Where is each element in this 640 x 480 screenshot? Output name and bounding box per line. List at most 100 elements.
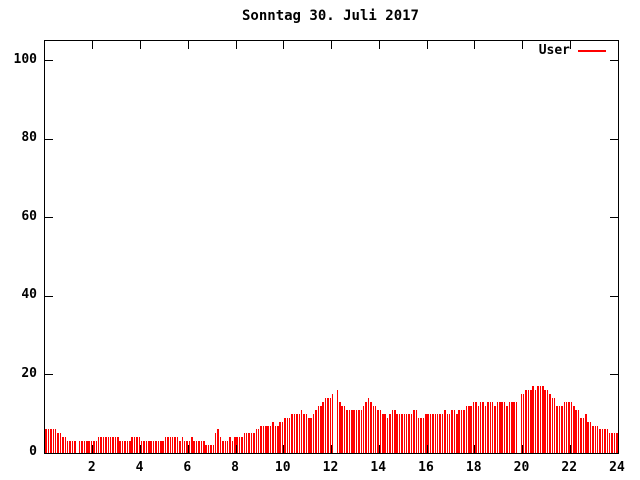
- bar: [222, 441, 224, 453]
- bar: [234, 437, 236, 453]
- bar: [279, 421, 281, 453]
- bar: [214, 433, 217, 453]
- bar: [308, 417, 310, 453]
- y-tick-mark: [45, 295, 53, 297]
- bar: [606, 429, 608, 453]
- bar: [482, 402, 484, 453]
- bar: [422, 417, 425, 453]
- bar: [592, 425, 594, 453]
- bar: [310, 417, 312, 453]
- bar: [460, 409, 463, 453]
- bar: [420, 417, 422, 453]
- bar: [124, 441, 126, 453]
- bar: [401, 413, 403, 453]
- bar: [573, 405, 575, 453]
- bar: [171, 437, 174, 453]
- x-tick-mark: [283, 41, 285, 49]
- y-tick-mark: [610, 295, 618, 297]
- bar: [145, 441, 148, 453]
- bar: [117, 437, 119, 453]
- bar: [86, 441, 88, 453]
- bar: [300, 409, 303, 453]
- bar: [551, 398, 554, 453]
- bar: [121, 441, 124, 453]
- bar: [255, 429, 258, 453]
- bar: [303, 413, 305, 453]
- y-tick-mark: [45, 217, 53, 219]
- bar: [324, 398, 327, 453]
- bar: [114, 437, 117, 453]
- y-tick-mark: [610, 60, 618, 62]
- bar: [446, 413, 449, 453]
- bar: [568, 402, 570, 453]
- bar: [484, 405, 487, 453]
- bar: [219, 437, 222, 453]
- bar: [317, 405, 320, 453]
- x-tick-mark: [426, 445, 428, 453]
- bar: [272, 421, 274, 453]
- bar: [384, 413, 386, 453]
- bar: [465, 405, 468, 453]
- bar: [203, 441, 205, 453]
- bar: [343, 405, 346, 453]
- bar: [348, 409, 351, 453]
- bar: [143, 441, 145, 453]
- bar: [527, 390, 530, 453]
- bar: [413, 409, 415, 453]
- chart-title: Sonntag 30. Juli 2017: [241, 8, 419, 24]
- y-tick-label: 0: [29, 444, 37, 459]
- bar: [322, 402, 324, 453]
- x-tick-mark: [283, 445, 285, 453]
- bar: [236, 437, 238, 453]
- bar: [250, 433, 253, 453]
- bar: [164, 437, 167, 453]
- bar: [611, 433, 613, 453]
- bar: [616, 433, 618, 453]
- bar: [522, 394, 525, 453]
- bar: [129, 441, 131, 453]
- bar: [530, 390, 532, 453]
- bar: [417, 417, 420, 453]
- bar: [162, 441, 164, 453]
- bar: [546, 390, 549, 453]
- bar: [589, 421, 592, 453]
- bar: [367, 398, 370, 453]
- bar: [136, 437, 138, 453]
- y-tick-mark: [45, 452, 53, 454]
- bar: [267, 425, 269, 453]
- bar: [604, 429, 606, 453]
- y-tick-mark: [610, 217, 618, 219]
- bar: [439, 413, 441, 453]
- bar: [97, 437, 100, 453]
- bar: [296, 413, 298, 453]
- x-tick-label: 8: [231, 460, 239, 475]
- y-tick-mark: [45, 138, 53, 140]
- bar: [563, 402, 566, 453]
- bar: [553, 398, 556, 453]
- x-tick-mark: [474, 41, 476, 49]
- y-tick-label: 60: [21, 208, 37, 224]
- bar: [405, 413, 408, 453]
- x-tick-label: 24: [609, 460, 625, 475]
- bar: [408, 413, 410, 453]
- bar: [503, 402, 506, 453]
- bar: [410, 413, 413, 453]
- bar: [351, 409, 353, 453]
- bar: [453, 409, 456, 453]
- bar: [195, 441, 198, 453]
- bar: [315, 409, 317, 453]
- y-tick-mark: [45, 60, 53, 62]
- bar: [265, 425, 267, 453]
- bar: [188, 441, 191, 453]
- bar: [126, 441, 129, 453]
- x-tick-mark: [569, 41, 571, 49]
- bar: [391, 409, 394, 453]
- bar: [355, 409, 358, 453]
- y-tick-mark: [610, 374, 618, 376]
- bar: [191, 437, 193, 453]
- bar: [138, 437, 141, 453]
- bar: [396, 413, 398, 453]
- bar: [226, 441, 229, 453]
- bar: [102, 437, 105, 453]
